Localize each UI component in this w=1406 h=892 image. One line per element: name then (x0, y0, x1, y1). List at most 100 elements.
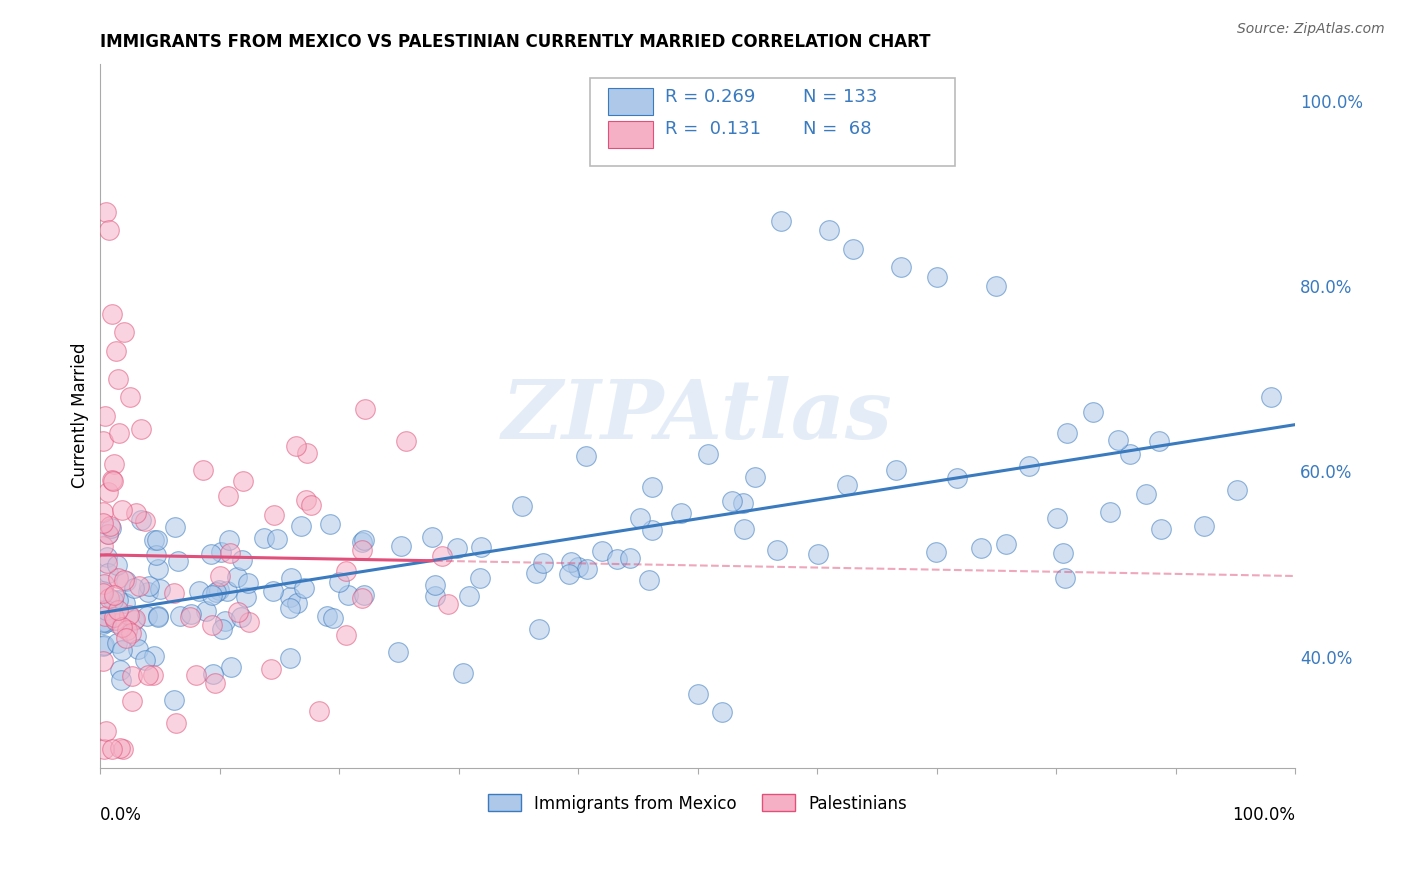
Point (184, 668, 207, 682)
Point (91, 434, 114, 449)
Point (115, 623, 138, 637)
Point (208, 569, 231, 583)
Point (91, 616, 114, 631)
Point (97, 485, 120, 500)
Point (628, 511, 651, 525)
Text: Source: ZipAtlas.com: Source: ZipAtlas.com (1237, 22, 1385, 37)
Point (112, 742, 135, 756)
Point (202, 667, 225, 681)
Point (146, 533, 169, 547)
Text: R =  0.131: R = 0.131 (665, 120, 762, 138)
Point (280, 571, 302, 585)
Point (1260, 390, 1282, 404)
Point (925, 269, 948, 284)
Point (253, 531, 276, 545)
Point (278, 600, 301, 615)
Point (575, 449, 598, 463)
Point (91, 539, 114, 553)
Point (108, 741, 131, 756)
Point (179, 609, 201, 624)
Point (169, 609, 191, 624)
Point (91, 516, 114, 530)
Point (96, 723, 118, 738)
Point (142, 648, 165, 663)
Point (226, 605, 249, 619)
Point (262, 583, 284, 598)
Text: R = 0.269: R = 0.269 (665, 87, 756, 105)
Point (214, 615, 236, 629)
Point (107, 593, 129, 607)
Point (1119, 447, 1142, 461)
Point (299, 498, 322, 512)
Point (91, 505, 114, 519)
Point (101, 307, 124, 321)
Point (104, 613, 127, 627)
Point (138, 584, 160, 599)
Point (353, 533, 375, 547)
Point (91, 615, 114, 629)
Point (124, 581, 146, 595)
Point (527, 622, 550, 636)
Point (124, 613, 146, 627)
Point (842, 242, 865, 256)
Point (91, 639, 114, 653)
Point (97, 591, 120, 605)
Point (315, 609, 337, 624)
Point (641, 480, 664, 494)
Point (696, 447, 718, 461)
Point (1054, 571, 1077, 585)
Point (100, 521, 122, 535)
Point (669, 506, 692, 520)
Point (110, 620, 132, 634)
Text: N =  68: N = 68 (803, 120, 872, 138)
Point (146, 608, 169, 623)
Text: IMMIGRANTS FROM MEXICO VS PALESTINIAN CURRENTLY MARRIED CORRELATION CHART: IMMIGRANTS FROM MEXICO VS PALESTINIAN CU… (100, 33, 931, 51)
Point (733, 522, 755, 536)
Point (105, 636, 128, 650)
Point (995, 537, 1018, 551)
Point (238, 615, 260, 629)
Point (187, 584, 209, 599)
Point (108, 663, 131, 677)
Point (211, 622, 233, 636)
Point (145, 548, 167, 562)
Point (107, 371, 129, 385)
Point (105, 558, 128, 572)
Point (120, 626, 142, 640)
Point (101, 475, 124, 489)
Point (336, 588, 359, 602)
Point (1081, 405, 1104, 419)
Point (946, 471, 969, 485)
Point (125, 629, 148, 643)
Point (112, 574, 135, 588)
Point (205, 585, 228, 599)
Point (606, 551, 628, 566)
Point (215, 583, 238, 598)
Point (295, 492, 318, 507)
Point (104, 343, 127, 358)
Point (103, 610, 125, 624)
Point (884, 463, 907, 477)
Point (260, 662, 283, 676)
Point (1056, 425, 1078, 440)
Point (231, 553, 253, 567)
Point (423, 577, 446, 591)
Point (107, 603, 129, 617)
Point (138, 579, 160, 593)
Point (437, 598, 460, 612)
Point (93, 638, 115, 652)
Point (731, 496, 754, 510)
Point (204, 676, 226, 690)
Point (97, 223, 120, 237)
Point (121, 694, 143, 708)
Point (641, 523, 664, 537)
Point (470, 541, 492, 555)
Point (638, 574, 661, 588)
Point (558, 567, 581, 582)
Point (135, 609, 157, 624)
Point (567, 559, 589, 574)
Point (96, 550, 118, 565)
Point (335, 627, 357, 641)
Point (103, 457, 125, 471)
Point (96, 204, 118, 219)
